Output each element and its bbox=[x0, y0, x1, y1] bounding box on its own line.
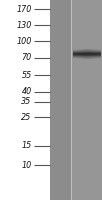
Bar bbox=[94, 49, 96, 59]
Text: 70: 70 bbox=[21, 53, 32, 62]
Bar bbox=[84, 49, 86, 59]
Text: 25: 25 bbox=[21, 112, 32, 121]
Bar bbox=[0, 0, 50, 200]
Bar bbox=[73, 51, 101, 52]
Bar bbox=[75, 49, 77, 59]
Bar bbox=[73, 55, 101, 56]
Bar bbox=[73, 52, 101, 53]
Text: 130: 130 bbox=[16, 21, 32, 29]
Bar bbox=[72, 0, 102, 200]
Bar bbox=[81, 49, 82, 59]
Text: 55: 55 bbox=[21, 71, 32, 79]
Text: 100: 100 bbox=[16, 36, 32, 46]
Bar bbox=[73, 56, 101, 57]
Text: 35: 35 bbox=[21, 98, 32, 106]
Bar bbox=[73, 50, 101, 51]
Text: 10: 10 bbox=[21, 160, 32, 170]
Text: 40: 40 bbox=[21, 88, 32, 97]
Bar bbox=[79, 49, 81, 59]
Bar bbox=[73, 57, 101, 58]
Bar bbox=[88, 49, 90, 59]
Bar bbox=[90, 49, 92, 59]
Bar bbox=[98, 49, 100, 59]
Bar bbox=[73, 53, 101, 54]
Text: 15: 15 bbox=[21, 142, 32, 150]
Bar bbox=[73, 53, 101, 54]
Bar bbox=[50, 0, 71, 200]
Bar bbox=[73, 57, 101, 58]
Bar bbox=[77, 49, 79, 59]
Bar bbox=[71, 0, 72, 200]
Bar bbox=[96, 49, 98, 59]
Bar bbox=[73, 55, 101, 56]
Bar bbox=[73, 49, 101, 50]
Text: 170: 170 bbox=[16, 4, 32, 14]
Bar bbox=[73, 49, 101, 50]
Bar bbox=[73, 56, 101, 57]
Bar bbox=[86, 49, 88, 59]
Bar bbox=[73, 54, 101, 55]
Bar bbox=[100, 49, 101, 59]
Bar bbox=[73, 58, 101, 59]
Bar bbox=[73, 54, 101, 55]
Bar bbox=[73, 49, 75, 59]
Bar bbox=[92, 49, 94, 59]
Bar bbox=[82, 49, 84, 59]
